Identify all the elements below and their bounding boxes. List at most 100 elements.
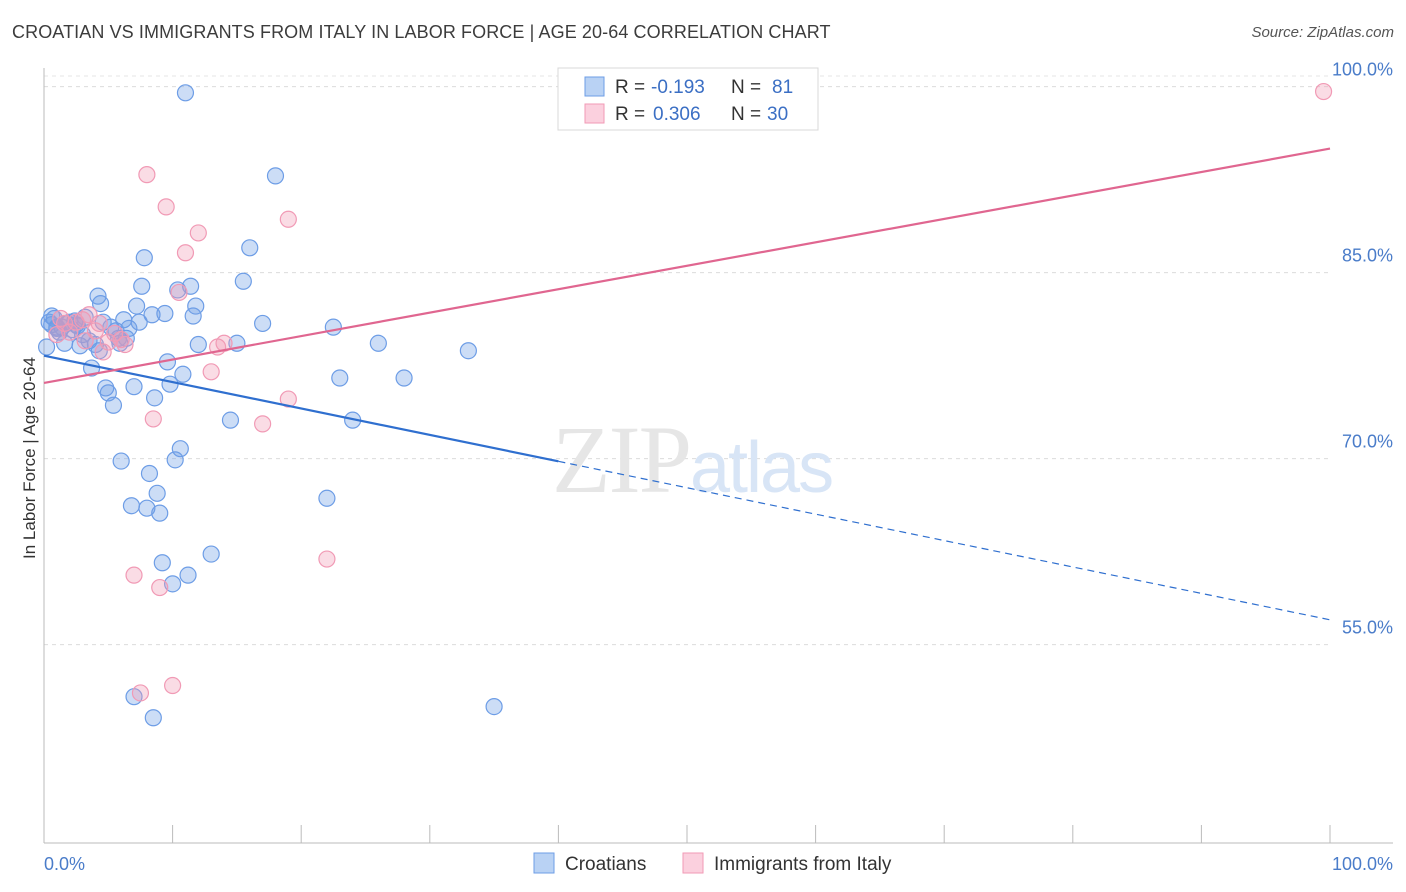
italy-points xyxy=(48,82,1333,702)
italy-point xyxy=(106,324,124,342)
legend-n-value-croatians: 81 xyxy=(772,77,793,98)
y-axis-label: In Labor Force | Age 20-64 xyxy=(20,357,39,559)
italy-point xyxy=(131,684,150,702)
italy-point xyxy=(318,550,336,568)
croatians-point xyxy=(37,338,56,356)
croatians-point xyxy=(318,489,336,507)
italy-point xyxy=(94,343,112,361)
croatians-point xyxy=(112,452,130,470)
croatians-point xyxy=(97,379,115,397)
italy-point xyxy=(116,335,134,354)
italy-point xyxy=(144,410,162,428)
y-tick-label: 100.0% xyxy=(1332,60,1393,80)
legend-swatch-italy xyxy=(584,103,605,124)
grid-lines xyxy=(44,75,1330,646)
croatians-point xyxy=(369,334,387,352)
bottom-legend: Croatians Immigrants from Italy xyxy=(533,852,892,875)
italy-point xyxy=(125,566,143,584)
croatians-point xyxy=(331,369,349,387)
italy-point xyxy=(90,314,108,333)
croatians-point xyxy=(143,306,161,324)
croatians-point xyxy=(459,342,477,360)
legend-swatch-croatians xyxy=(584,76,605,97)
italy-point xyxy=(76,332,94,350)
croatians-point xyxy=(127,297,146,315)
italy-trend-line xyxy=(43,147,1331,385)
italy-point xyxy=(99,333,117,351)
croatians-point xyxy=(133,277,151,295)
croatians-point xyxy=(254,314,272,333)
legend-r-value-croatians: -0.193 xyxy=(651,77,705,98)
croatians-point xyxy=(91,295,110,313)
italy-point xyxy=(279,390,297,408)
chart-title: CROATIAN VS IMMIGRANTS FROM ITALY IN LAB… xyxy=(12,22,831,42)
italy-point xyxy=(157,198,175,216)
croatians-point xyxy=(135,249,153,267)
bottom-legend-swatch-italy xyxy=(682,852,704,874)
x-tick-label-max: 100.0% xyxy=(1332,854,1393,874)
croatians-point xyxy=(122,497,141,515)
italy-point xyxy=(151,578,169,597)
croatians-point xyxy=(241,239,259,257)
croatians-point xyxy=(164,575,182,593)
italy-point xyxy=(279,210,297,228)
tick-labels: 55.0% 70.0% 85.0% 100.0% 0.0% 100.0% xyxy=(44,60,1393,874)
italy-point xyxy=(138,166,156,184)
croatians-point xyxy=(171,440,189,458)
croatians-point xyxy=(145,389,164,407)
watermark: ZIPatlas xyxy=(552,406,832,513)
italy-point xyxy=(170,283,188,302)
croatians-point xyxy=(176,84,195,102)
legend-n-label-croatians: N = xyxy=(731,77,761,98)
croatians-point xyxy=(156,304,174,323)
croatians-point xyxy=(138,499,156,517)
croatians-point xyxy=(151,504,169,522)
croatians-point xyxy=(179,566,197,584)
italy-point xyxy=(189,224,207,242)
y-tick-label: 85.0% xyxy=(1342,246,1393,266)
watermark-atlas: atlas xyxy=(690,428,832,508)
trend-lines xyxy=(43,147,1331,621)
croatians-point xyxy=(153,554,171,572)
x-tick-label-min: 0.0% xyxy=(44,854,85,874)
legend-r-value-italy: 0.306 xyxy=(653,104,701,125)
croatians-points xyxy=(37,84,503,727)
top-legend: R = -0.193 N = 81 R = 0.306 N = 30 xyxy=(557,67,819,131)
bottom-legend-label-croatians: Croatians xyxy=(565,854,646,875)
croatians-point xyxy=(166,451,184,469)
croatians-point xyxy=(125,378,143,396)
croatians-point xyxy=(221,411,240,429)
croatians-point xyxy=(202,545,220,563)
croatians-point xyxy=(187,297,205,315)
legend-r-label-croatians: R = xyxy=(615,77,645,98)
watermark-zip: ZIP xyxy=(552,406,690,513)
y-tick-label: 55.0% xyxy=(1342,618,1393,638)
croatians-point xyxy=(140,464,159,483)
croatians-point xyxy=(485,697,503,716)
italy-point xyxy=(176,244,195,262)
legend-r-label-italy: R = xyxy=(615,104,645,125)
croatians-point xyxy=(144,709,162,727)
italy-point xyxy=(254,415,272,433)
italy-point xyxy=(61,323,79,341)
italy-point xyxy=(202,363,220,381)
italy-point xyxy=(164,676,182,695)
legend-n-label-italy: N = xyxy=(731,104,761,125)
croatians-point xyxy=(189,335,207,354)
y-tick-label: 70.0% xyxy=(1342,432,1393,452)
croatians-point xyxy=(148,484,166,502)
croatians-point xyxy=(266,167,285,185)
croatians-point xyxy=(234,272,252,290)
bottom-legend-label-italy: Immigrants from Italy xyxy=(714,854,892,875)
axes xyxy=(43,68,1393,844)
croatians-point xyxy=(104,396,123,414)
croatians-point xyxy=(395,369,413,387)
croatians-point xyxy=(174,365,192,383)
croatians-point xyxy=(130,313,148,331)
croatians-trend-line xyxy=(43,354,559,463)
source-label: Source: ZipAtlas.com xyxy=(1251,24,1394,41)
croatians-point xyxy=(324,318,342,336)
italy-point xyxy=(1314,82,1333,101)
legend-n-value-italy: 30 xyxy=(767,104,788,125)
